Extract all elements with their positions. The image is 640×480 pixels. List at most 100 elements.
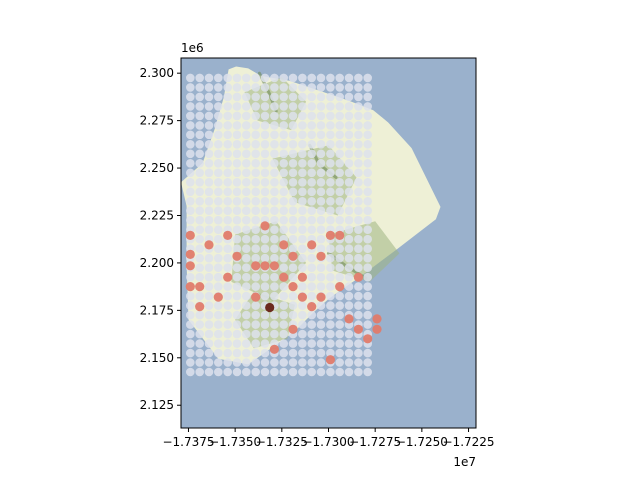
grid-point: [316, 187, 326, 197]
grid-point: [251, 83, 260, 92]
grid-point: [307, 215, 317, 225]
grid-point: [335, 244, 345, 253]
grid-point: [223, 178, 232, 187]
grid-point: [195, 159, 204, 168]
grid-point: [335, 348, 345, 358]
grid-point: [195, 197, 204, 206]
grid-point: [354, 121, 363, 130]
grid-point: [298, 358, 307, 367]
highlight-point: [185, 230, 195, 240]
grid-point: [232, 168, 242, 178]
grid-point: [354, 348, 363, 358]
grid-point: [354, 140, 363, 149]
grid-point: [242, 263, 251, 273]
grid-point: [298, 253, 307, 263]
grid-point: [204, 253, 214, 263]
grid-point: [326, 149, 335, 159]
grid-point: [316, 329, 326, 339]
grid-point: [363, 225, 373, 234]
grid-point: [242, 358, 251, 367]
grid-point: [354, 367, 363, 377]
grid-point: [204, 263, 214, 273]
grid-point: [242, 348, 251, 358]
highlight-point: [363, 334, 373, 344]
grid-point: [298, 83, 307, 92]
grid-point: [195, 149, 204, 159]
grid-point: [279, 310, 289, 320]
grid-point: [232, 301, 242, 310]
grid-point: [326, 263, 335, 273]
grid-point: [251, 310, 260, 320]
grid-point: [279, 253, 289, 263]
grid-point: [307, 348, 317, 358]
grid-point: [298, 168, 307, 178]
grid-point: [363, 206, 373, 215]
grid-point: [354, 234, 363, 244]
grid-point: [354, 187, 363, 197]
grid-point: [307, 329, 317, 339]
grid-point: [335, 149, 345, 159]
grid-point: [307, 206, 317, 215]
grid-point: [316, 102, 326, 111]
grid-point: [195, 187, 204, 197]
grid-point: [186, 140, 195, 149]
grid-point: [186, 358, 195, 367]
grid-point: [260, 121, 270, 130]
grid-point: [344, 206, 354, 215]
highlight-point: [195, 302, 205, 312]
highlight-point: [297, 292, 307, 302]
grid-point: [260, 168, 270, 178]
grid-point: [251, 244, 260, 253]
grid-point: [363, 149, 373, 159]
grid-point: [316, 348, 326, 358]
grid-point: [316, 310, 326, 320]
y-axis: 2.125 2.150 2.175 2.200 2.225 2.250 2.275 2.300: [140, 66, 181, 412]
grid-point: [335, 102, 345, 111]
grid-point: [270, 291, 279, 301]
grid-point: [232, 73, 242, 83]
grid-point: [354, 291, 363, 301]
grid-point: [279, 225, 289, 234]
grid-point: [298, 178, 307, 187]
grid-point: [270, 310, 279, 320]
grid-point: [251, 215, 260, 225]
x-tick-label: −1.7300: [302, 435, 354, 449]
grid-point: [232, 272, 242, 282]
grid-point: [186, 206, 195, 215]
highlight-point: [353, 272, 363, 282]
grid-point: [288, 339, 298, 348]
grid-point: [288, 149, 298, 159]
grid-point: [354, 130, 363, 140]
grid-point: [260, 310, 270, 320]
grid-point: [316, 159, 326, 168]
grid-point: [214, 73, 223, 83]
grid-point: [354, 206, 363, 215]
grid-point: [223, 291, 232, 301]
grid-point: [335, 291, 345, 301]
y-tick-label: 2.225: [140, 208, 174, 222]
grid-point: [279, 329, 289, 339]
highlight-point: [232, 251, 242, 261]
grid-point: [260, 253, 270, 263]
grid-point: [214, 272, 223, 282]
grid-point: [242, 291, 251, 301]
grid-point: [223, 159, 232, 168]
grid-point: [354, 111, 363, 121]
grid-point: [204, 140, 214, 149]
y-tick-label: 2.150: [140, 351, 174, 365]
grid-point: [363, 282, 373, 291]
grid-point: [354, 102, 363, 111]
grid-point: [232, 178, 242, 187]
highlight-point: [223, 272, 233, 282]
grid-point: [186, 291, 195, 301]
grid-point: [354, 197, 363, 206]
grid-point: [232, 159, 242, 168]
grid-point: [326, 187, 335, 197]
grid-point: [335, 367, 345, 377]
grid-point: [363, 291, 373, 301]
grid-point: [223, 83, 232, 92]
highlight-point: [204, 240, 214, 250]
highlight-point: [260, 261, 270, 271]
grid-point: [232, 187, 242, 197]
grid-point: [354, 253, 363, 263]
